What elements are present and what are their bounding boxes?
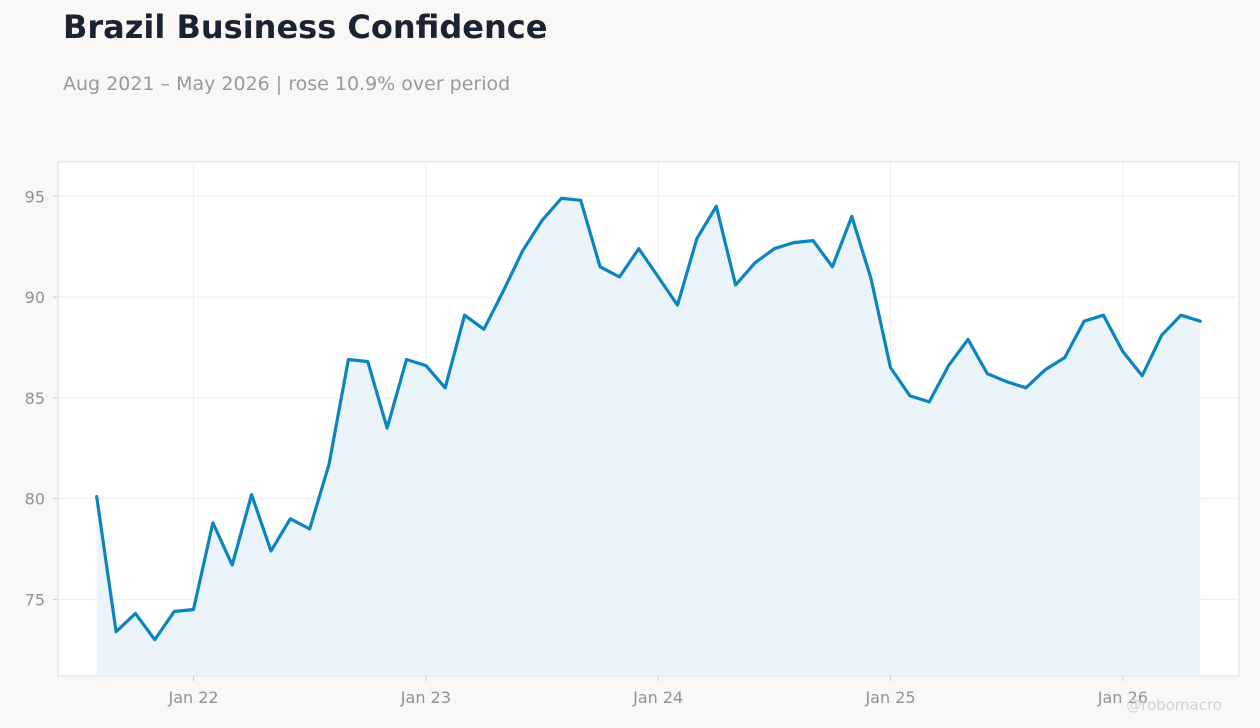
chart-title: Brazil Business Confidence xyxy=(63,8,548,46)
y-tick-label: 75 xyxy=(25,590,45,609)
watermark: @robomacro xyxy=(1126,696,1222,714)
x-tick-label: Jan 24 xyxy=(632,688,683,707)
y-tick-label: 80 xyxy=(25,490,45,509)
y-axis-ticks: 75 80 85 90 95 xyxy=(25,187,58,609)
x-tick-label: Jan 26 xyxy=(1097,688,1148,707)
y-tick-label: 85 xyxy=(25,389,45,408)
y-tick-label: 90 xyxy=(25,288,45,307)
x-tick-label: Jan 25 xyxy=(864,688,915,707)
y-tick-label: 95 xyxy=(25,187,45,206)
data-points xyxy=(96,198,1201,640)
x-tick-label: Jan 23 xyxy=(400,688,451,707)
series-line xyxy=(95,196,1202,642)
chart-subtitle: Aug 2021 – May 2026 | rose 10.9% over pe… xyxy=(63,73,511,95)
x-axis-ticks: Jan 22 Jan 23 Jan 24 Jan 25 Jan 26 xyxy=(167,676,1148,707)
x-tick-label: Jan 22 xyxy=(167,688,218,707)
series-area xyxy=(96,198,1201,677)
